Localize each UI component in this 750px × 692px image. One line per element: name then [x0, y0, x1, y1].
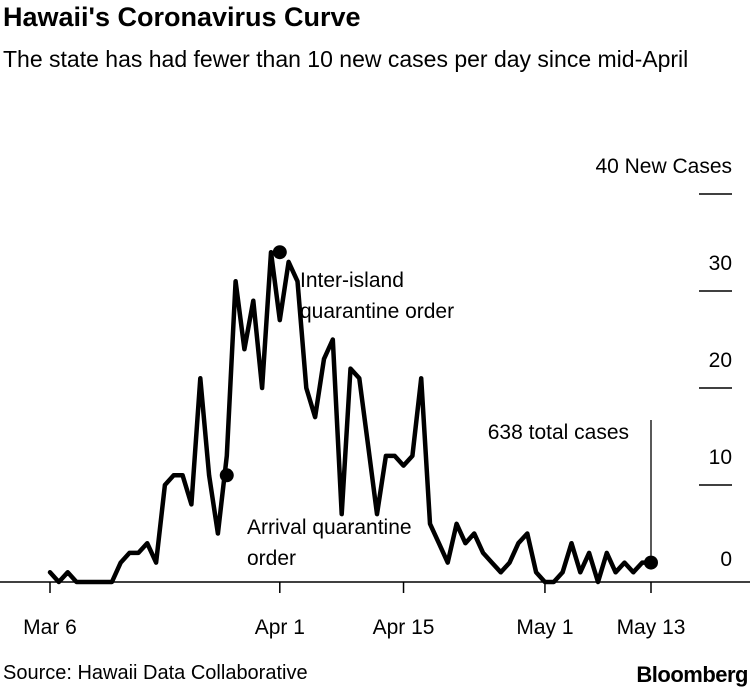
annotation-label: 638 total cases — [488, 421, 629, 444]
event-marker-dot — [219, 468, 234, 483]
y-tick-label: 30 — [709, 252, 732, 275]
y-tick-label: 40 New Cases — [595, 155, 732, 178]
x-tick-label: Mar 6 — [23, 616, 77, 639]
x-tick-label: Apr 1 — [255, 616, 305, 639]
annotation-line: 638 total cases — [488, 421, 629, 444]
y-tick-label: 10 — [709, 446, 732, 469]
x-axis: Mar 6 Apr 1 Apr 15 May 1 May 13 — [0, 581, 750, 639]
annotation-label: Inter-island quarantine order — [300, 269, 454, 323]
y-tick-label: 20 — [709, 349, 732, 372]
annotation-line: Arrival quarantine — [247, 516, 412, 539]
annotations: Inter-island quarantine order Arrival quar… — [247, 269, 652, 570]
annotation-line: quarantine order — [300, 300, 454, 323]
chart-subtitle: The state has had fewer than 10 new case… — [3, 46, 689, 72]
series — [47, 249, 654, 585]
y-tick-label: 0 — [720, 548, 732, 571]
x-tick-label: Apr 15 — [373, 616, 435, 639]
y-axis: 40 New Cases 30 20 10 0 — [595, 155, 732, 571]
x-tick-label: May 13 — [617, 616, 686, 639]
source-note: Source: Hawaii Data Collaborative — [3, 662, 308, 684]
annotation-line: Inter-island — [300, 269, 404, 292]
chart-title: Hawaii's Coronavirus Curve — [3, 2, 361, 32]
markers — [219, 245, 658, 570]
annotation-label: Arrival quarantine order — [247, 516, 412, 570]
series-line — [47, 249, 654, 585]
event-marker-dot — [644, 555, 658, 570]
brand-logo: Bloomberg — [636, 662, 748, 687]
annotation-line: order — [247, 547, 296, 570]
event-marker-dot — [272, 245, 287, 260]
x-tick-label: May 1 — [516, 616, 573, 639]
